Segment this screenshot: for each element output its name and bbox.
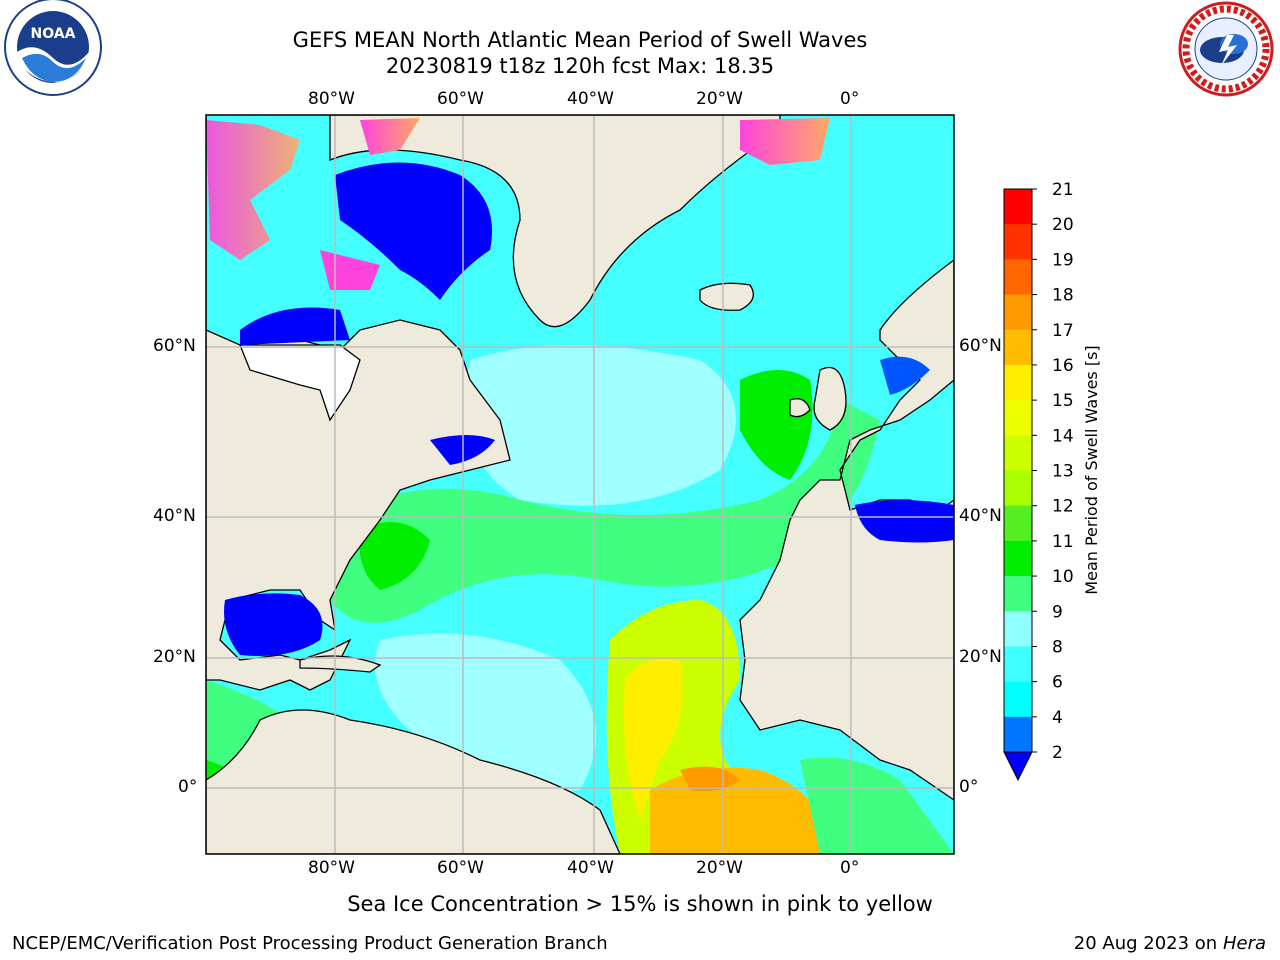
colorbar-extend-triangle [1003, 751, 1033, 782]
colorbar-segment [1004, 576, 1032, 612]
lat-tick-right: 40°N [959, 506, 1002, 526]
colorbar-tick-label: 20 [1052, 215, 1074, 235]
footer-date-text: 20 Aug 2023 on [1073, 933, 1218, 954]
lon-tick-bottom: 20°W [696, 858, 743, 878]
colorbar-tick-label: 9 [1052, 602, 1063, 622]
ocean-green-band [330, 400, 880, 623]
lon-tick-bottom: 0° [840, 858, 860, 878]
colorbar-segment [1004, 189, 1032, 225]
colorbar-tick-label: 17 [1052, 321, 1074, 341]
colorbar-tick-label: 18 [1052, 286, 1074, 306]
colorbar-segment [1004, 716, 1032, 753]
lon-tick-top: 20°W [696, 89, 743, 109]
colorbar-segment [1004, 294, 1032, 331]
colorbar-segment [1004, 224, 1032, 260]
land-masses [206, 115, 954, 854]
ocean-green-patch-east [740, 370, 813, 480]
colorbar-tick-label: 16 [1052, 356, 1074, 376]
colorbar-tick-label: 2 [1052, 743, 1063, 763]
lon-tick-top: 0° [840, 89, 860, 109]
lat-tick-left: 20°N [153, 647, 196, 667]
mediterranean-blue [855, 500, 954, 543]
land-iceland [699, 282, 754, 311]
colorbar-segment [1004, 364, 1032, 401]
colorbar-tick-label: 15 [1052, 391, 1074, 411]
colorbar-tick-label: 6 [1052, 673, 1063, 693]
ocean-light-zone-south [375, 633, 596, 792]
colorbar-tick-label: 21 [1052, 180, 1074, 200]
ocean-light-zone [465, 345, 736, 506]
map-area [206, 115, 954, 854]
land-greenland [329, 115, 781, 328]
svg-text:NOAA: NOAA [31, 26, 76, 42]
colorbar-segment [1004, 259, 1032, 296]
graticule [206, 115, 954, 854]
colorbar: 21 20 19 18 17 16 15 14 13 12 11 10 9 8 6 4 2 [1003, 180, 1074, 782]
land-ireland [789, 398, 811, 418]
colorbar-segment [1004, 329, 1032, 366]
land-europe-africa [739, 259, 954, 801]
gulf-of-mexico-blue [224, 593, 323, 656]
lon-tick-top: 80°W [308, 89, 355, 109]
lon-tick-bottom: 40°W [567, 858, 614, 878]
colorbar-tick-label: 12 [1052, 497, 1074, 517]
land-south-america [206, 709, 621, 854]
hudson-bay-blank [239, 344, 361, 422]
colorbar-tick-label: 11 [1052, 532, 1074, 552]
colorbar-segment [1004, 400, 1032, 436]
colorbar-segment [1004, 611, 1032, 647]
lon-tick-bottom: 80°W [308, 858, 355, 878]
colorbar-segment [1004, 681, 1032, 718]
lat-tick-right: 60°N [959, 336, 1002, 356]
north-sea-blue [880, 356, 930, 395]
colorbar-tick-label: 10 [1052, 567, 1074, 587]
colorbar-segment [1004, 435, 1032, 471]
lat-tick-right: 20°N [959, 647, 1002, 667]
colorbar-tick-label: 19 [1052, 250, 1074, 270]
sea-ice-baffin [360, 118, 420, 155]
lat-tick-left: 40°N [153, 506, 196, 526]
colorbar-segment [1004, 470, 1032, 507]
lat-tick-left: 0° [178, 777, 198, 797]
colorbar-tick-label: 14 [1052, 426, 1074, 446]
lat-tick-left: 60°N [153, 336, 196, 356]
baffin-blue [335, 162, 492, 300]
sea-ice-greenland-east [740, 118, 830, 165]
nws-logo-icon [1172, 0, 1280, 104]
colorbar-segment [1004, 540, 1032, 577]
south-atlantic-green [800, 757, 954, 854]
swell-yellow-core [624, 657, 683, 820]
colorbar-tick-label: 8 [1052, 637, 1063, 657]
hudson-blue [240, 307, 350, 345]
chart-title: GEFS MEAN North Atlantic Mean Period of … [292, 28, 868, 52]
colorbar-label: Mean Period of Swell Waves [s] [1082, 345, 1101, 594]
ocean-green-patch-west [359, 522, 430, 590]
lon-tick-bottom: 60°W [437, 858, 484, 878]
lon-tick-top: 40°W [567, 89, 614, 109]
map-frame [205, 114, 955, 855]
footer-date: 20 Aug 2023 on Hera [1074, 933, 1266, 955]
sea-ice-note: Sea Ice Concentration > 15% is shown in … [347, 892, 933, 916]
footer-host: Hera [1222, 933, 1266, 954]
sea-ice-canada [206, 120, 300, 260]
colorbar-tick-label: 4 [1052, 708, 1063, 728]
land-north-america [206, 115, 511, 691]
swell-dark-orange [680, 766, 740, 792]
chart-subtitle: 20230819 t18z 120h fcst Max: 18.35 [385, 54, 775, 78]
lon-tick-top: 60°W [437, 89, 484, 109]
colorbar-segment [1004, 646, 1032, 683]
land-cuba [299, 655, 382, 673]
footer-credit: NCEP/EMC/Verification Post Processing Pr… [12, 933, 608, 954]
lat-tick-right: 0° [959, 777, 979, 797]
colorbar-segment [1004, 505, 1032, 542]
colorbar-tick-label: 13 [1052, 462, 1074, 482]
noaa-logo-icon: NOAA [0, 0, 110, 104]
land-great-britain [813, 366, 847, 431]
